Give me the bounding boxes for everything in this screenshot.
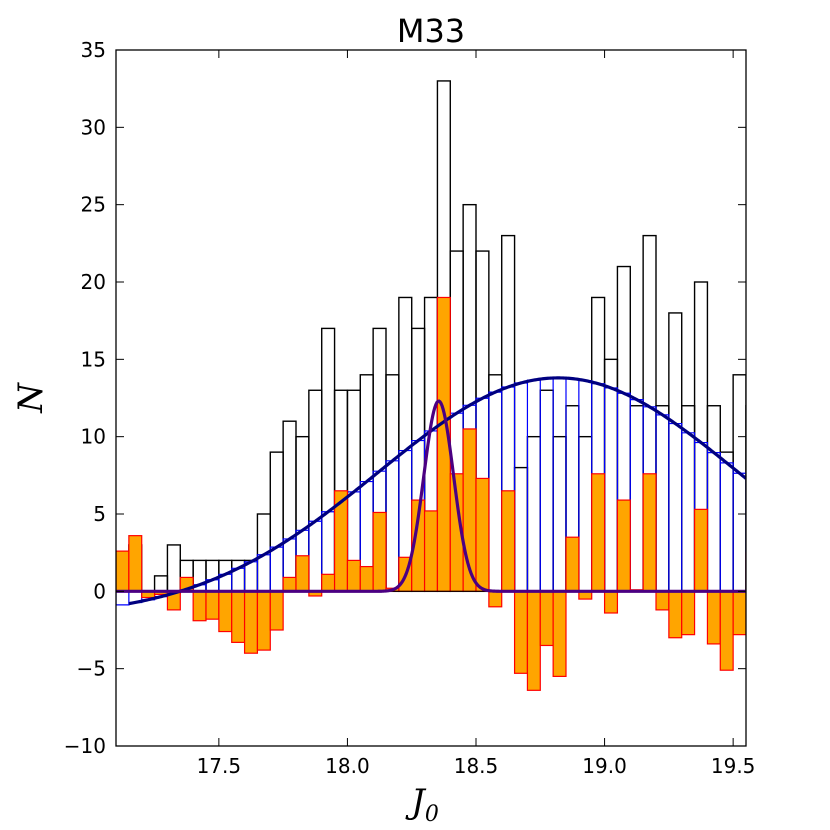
observed-bar — [745, 405, 746, 593]
observed-bar — [166, 544, 181, 593]
residual-bar — [256, 590, 271, 651]
background-fit-curve — [128, 376, 746, 606]
chart-title: M33 — [397, 12, 465, 50]
residual-bar — [372, 511, 387, 592]
observed-bar — [759, 344, 772, 591]
residual-bar — [565, 536, 580, 592]
observed-bar — [552, 435, 567, 593]
observed-bar — [308, 389, 323, 593]
residual-bar — [269, 590, 284, 631]
observed-bar — [732, 374, 746, 593]
observed-bar — [269, 451, 284, 593]
y-tick-label: 0 — [93, 579, 106, 603]
x-tick-label: 17.5 — [197, 754, 242, 778]
residual-bar — [359, 565, 374, 592]
residual-bar — [616, 499, 631, 592]
y-tick-label: 30 — [81, 115, 106, 139]
observed-bar — [385, 374, 400, 593]
y-tick-label: 35 — [81, 38, 106, 62]
residual-bar — [218, 590, 233, 633]
peak-fit-curve — [116, 399, 746, 593]
observed-bar — [668, 312, 683, 593]
residual-bar — [719, 590, 734, 671]
plot-content — [116, 80, 798, 691]
observed-bar — [513, 466, 529, 593]
y-tick-label: 10 — [81, 425, 106, 449]
plot-area — [116, 80, 798, 691]
x-tick-label: 18.5 — [454, 754, 499, 778]
residual-bar — [759, 559, 772, 591]
observed-bar — [629, 405, 644, 593]
observed-bar — [488, 374, 503, 593]
residual-bar — [128, 535, 143, 592]
observed-bar — [153, 575, 169, 593]
observed-bar — [603, 358, 619, 593]
residual-bar — [488, 590, 503, 608]
residual-bar — [772, 542, 785, 591]
residual-bar — [513, 590, 529, 674]
residual-bar — [205, 590, 220, 620]
residual-bar — [706, 590, 721, 645]
axes: 17.5 18.0 18.5 19.0 19.5 −10 −5 0 5 10 15 20 25 30 35 — [64, 38, 756, 778]
x-axis-label: J0 — [405, 782, 439, 827]
observed-bar — [578, 435, 593, 593]
residual-bar — [243, 590, 259, 654]
x-axis-label-main: J — [405, 782, 427, 822]
residual-bar — [501, 490, 516, 592]
y-tick-label: −5 — [77, 657, 106, 681]
observed-bar — [398, 296, 413, 593]
residual-bar — [655, 590, 670, 611]
residual-bar — [552, 590, 567, 677]
observed-bar — [539, 389, 554, 593]
observed-bar — [282, 420, 297, 593]
residual-bar — [603, 590, 619, 614]
y-tick-label: −10 — [64, 734, 106, 758]
observed-bar — [772, 359, 785, 591]
residual-bar — [732, 590, 746, 636]
observed-bar — [719, 451, 734, 593]
residual-bar — [282, 576, 297, 592]
observed-bar — [785, 344, 798, 591]
residual-bar — [642, 473, 657, 592]
residual-bar — [231, 590, 246, 643]
y-tick-label: 5 — [93, 502, 106, 526]
residual-bar — [591, 473, 606, 592]
y-tick-label: 15 — [81, 347, 106, 371]
observed-bar — [655, 405, 670, 593]
observed-bar — [706, 405, 721, 593]
x-tick-label: 19.0 — [582, 754, 627, 778]
residual-bar — [745, 552, 746, 592]
residual-bar — [526, 590, 541, 691]
y-tick-label: 25 — [81, 193, 106, 217]
x-axis-label-subscript: 0 — [425, 802, 439, 827]
residual-bar — [295, 555, 310, 592]
residual-bar — [346, 559, 361, 592]
residual-bar — [681, 590, 696, 636]
plot-frame — [115, 49, 747, 747]
observed-bar — [321, 327, 336, 593]
y-axis-label: N — [11, 382, 51, 414]
residual-bar — [475, 477, 490, 592]
residual-bar — [423, 510, 439, 592]
residual-bar — [192, 590, 207, 622]
residual-bar — [539, 590, 554, 647]
residual-bar — [116, 550, 130, 592]
observed-bar — [205, 559, 220, 593]
residual-bar — [668, 590, 683, 639]
x-tick-label: 18.0 — [325, 754, 370, 778]
y-tick-label: 20 — [81, 270, 106, 294]
x-tick-label: 19.5 — [711, 754, 756, 778]
residual-bar — [321, 573, 336, 592]
observed-bar — [526, 435, 541, 593]
residual-bar — [693, 508, 709, 592]
